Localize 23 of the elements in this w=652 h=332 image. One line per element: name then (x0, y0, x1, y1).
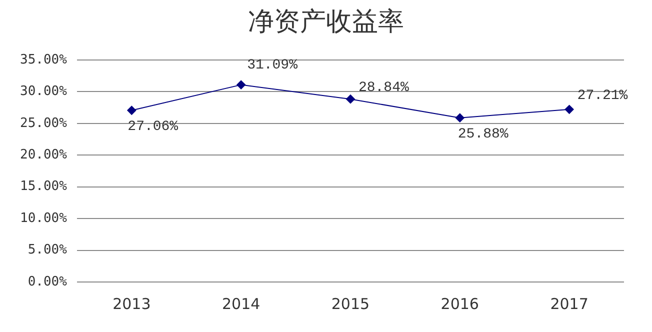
data-label: 27.06% (128, 119, 179, 136)
point (236, 80, 246, 90)
x-tick-label: 2013 (112, 294, 151, 313)
data-label: 31.09% (247, 58, 298, 74)
point (346, 94, 355, 104)
point (127, 106, 136, 115)
y-tick-label: 15.00% (20, 179, 68, 194)
y-tick-label: 5.00% (28, 242, 68, 258)
x-tick-label: 2014 (222, 294, 260, 313)
data-label: 25.88% (458, 126, 509, 143)
y-tick-label: 25.00% (20, 116, 68, 131)
y-tick-label: 10.00% (20, 210, 68, 226)
point (455, 113, 464, 122)
y-tick-label: 30.00% (20, 84, 68, 100)
y-tick-label: 0.00% (28, 274, 68, 290)
y-tick-label: 35.00% (20, 52, 68, 68)
y-tick-label: 20.00% (20, 148, 68, 163)
x-tick-label: 2017 (550, 294, 588, 313)
data-label: 27.21% (577, 88, 628, 104)
chart-title: 净资产收益率 (247, 6, 405, 39)
point (564, 104, 574, 114)
x-tick-label: 2015 (331, 294, 370, 313)
x-tick-label: 2016 (440, 294, 479, 313)
